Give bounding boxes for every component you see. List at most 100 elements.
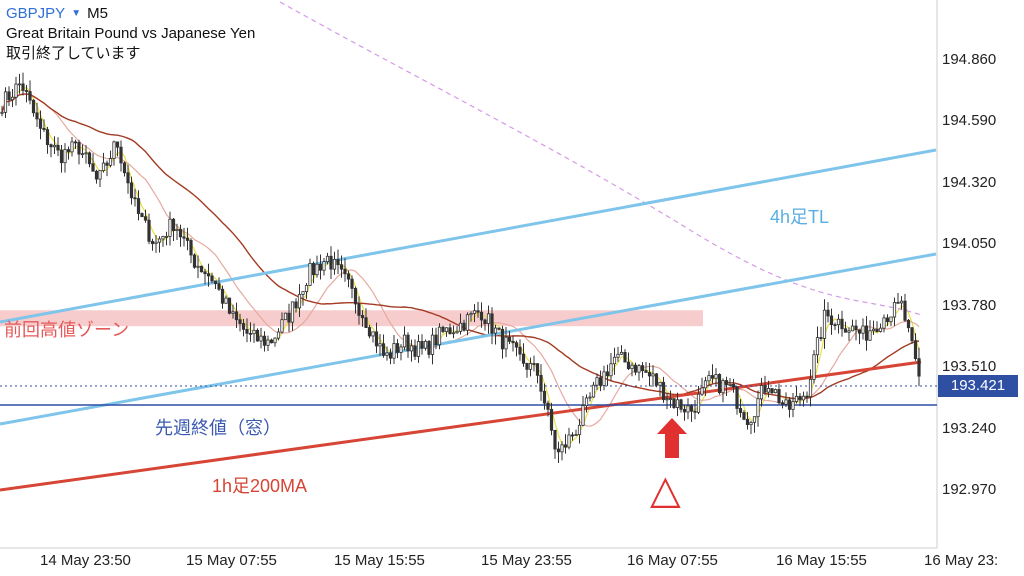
candle-body: [339, 264, 344, 270]
candle-body: [791, 401, 795, 410]
y-tick-label: 193.240: [942, 419, 997, 437]
candle-body: [609, 363, 613, 377]
candle-body: [703, 380, 708, 389]
candle-body: [287, 312, 291, 323]
x-tick-label: 15 May 23:55: [481, 552, 572, 569]
candle-body: [479, 311, 484, 321]
candle-body: [196, 265, 200, 268]
candle-body: [605, 371, 610, 377]
candle-body: [805, 395, 809, 398]
candle-body: [395, 343, 400, 353]
candle-body: [346, 273, 351, 280]
candle-body: [829, 315, 834, 326]
candle-body: [17, 83, 22, 86]
candle-body: [283, 312, 288, 321]
candle-body: [682, 408, 687, 413]
candle-body: [665, 398, 669, 401]
candle-body: [245, 328, 249, 334]
candle-body: [735, 386, 739, 409]
candle-body: [24, 90, 29, 92]
x-tick-label: 16 May 15:55: [776, 552, 867, 569]
timeframe-label[interactable]: M5: [87, 5, 108, 22]
candle-body: [500, 328, 505, 350]
candle-body: [546, 402, 550, 410]
candle-body: [745, 418, 750, 426]
candle-body: [318, 263, 323, 271]
candle-body: [724, 380, 729, 386]
x-tick-label: 16 May 23:: [924, 552, 999, 569]
y-tick-label: 194.320: [942, 173, 997, 191]
candle-body: [507, 336, 512, 342]
candle-body: [511, 340, 515, 344]
candle-body: [360, 315, 365, 319]
candle-body: [374, 331, 379, 347]
candle-body: [63, 149, 67, 164]
candle-body: [311, 263, 316, 276]
candle-body: [777, 389, 781, 404]
chevron-down-icon[interactable]: ▼: [71, 8, 82, 19]
candle-body: [518, 346, 522, 355]
candle-body: [122, 162, 127, 174]
candle-body: [714, 374, 718, 379]
candle-body: [882, 317, 886, 329]
candle-body: [728, 383, 732, 386]
candle-body: [409, 345, 414, 352]
y-tick-label: 194.590: [942, 112, 997, 130]
candle-body: [94, 170, 99, 180]
x-tick-label: 15 May 07:55: [186, 552, 277, 569]
candle-body: [7, 91, 11, 100]
candle-body: [679, 399, 683, 410]
candle-body: [87, 152, 92, 165]
candle-body: [371, 331, 375, 337]
candle-body: [290, 301, 295, 323]
candle-body: [577, 424, 582, 435]
candle-body: [626, 361, 631, 370]
candle-body: [773, 389, 778, 394]
candle-body: [574, 434, 578, 436]
candle-body: [532, 363, 536, 365]
candle-body: [647, 372, 652, 377]
candle-body: [28, 91, 32, 101]
candle-body: [675, 399, 680, 408]
candle-body: [14, 83, 18, 98]
candle-body: [602, 371, 606, 386]
candle-body: [707, 375, 711, 382]
candle-body: [619, 351, 624, 355]
candle-body: [294, 301, 298, 309]
candle-body: [462, 322, 466, 331]
candle-body: [175, 229, 179, 232]
candle-body: [696, 393, 701, 413]
candle-body: [364, 317, 368, 328]
candle-body: [616, 353, 620, 358]
candle-body: [514, 342, 519, 348]
candle-body: [220, 288, 225, 304]
candle-body: [385, 352, 389, 356]
candle-body: [742, 412, 746, 420]
candle-body: [192, 254, 197, 268]
candle-body: [168, 218, 172, 237]
candle-body: [420, 341, 424, 349]
trendline-4h-upper: [0, 148, 937, 324]
candle-body: [490, 313, 494, 334]
candle-body: [497, 327, 501, 330]
candle-body: [416, 341, 421, 357]
candle-body: [539, 374, 543, 392]
candle-body: [913, 340, 918, 360]
candle-body: [521, 353, 526, 364]
candle-body: [437, 326, 442, 346]
candle-body: [476, 310, 480, 313]
candle-body: [896, 301, 900, 304]
candle-body: [525, 362, 529, 370]
candle-body: [759, 385, 764, 400]
ma-slow-line: [1, 93, 920, 400]
candle-body: [836, 318, 841, 326]
symbol-name[interactable]: GBPJPY: [6, 5, 66, 22]
trendline-4h-lower: [0, 252, 937, 426]
candle-body: [21, 83, 25, 91]
candle-body: [458, 322, 463, 332]
candle-body: [203, 271, 207, 275]
candle-body: [388, 352, 393, 359]
candle-body: [301, 291, 305, 295]
